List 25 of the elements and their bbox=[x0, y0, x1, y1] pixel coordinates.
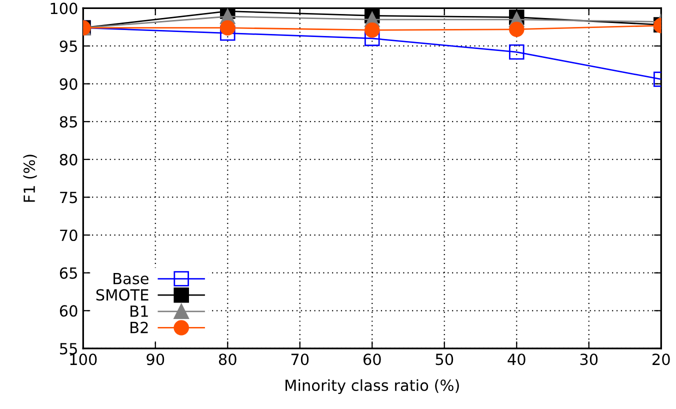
y-tick-label: 85 bbox=[60, 116, 77, 128]
x-axis-title: Minority class ratio (%) bbox=[286, 379, 459, 394]
y-tick-label: 75 bbox=[60, 192, 77, 204]
x-tick-label: 20 bbox=[652, 354, 670, 366]
y-tick-label: 100 bbox=[50, 2, 78, 14]
x-tick-label: 50 bbox=[436, 354, 454, 366]
y-tick-label: 55 bbox=[60, 343, 77, 354]
x-tick-label: 90 bbox=[146, 354, 164, 366]
y-tick-label: 90 bbox=[60, 78, 78, 90]
y-tick-label: 80 bbox=[60, 154, 78, 166]
legend-label: B1 bbox=[130, 306, 148, 317]
y-tick-label: 65 bbox=[60, 267, 77, 279]
x-tick-label: 40 bbox=[508, 354, 526, 366]
legend-label: B2 bbox=[130, 322, 148, 334]
x-tick-label: 70 bbox=[291, 354, 309, 366]
y-axis-title: F1 (%) bbox=[23, 154, 37, 202]
y-tick-label: 95 bbox=[60, 40, 77, 52]
legend-label: SMOTE bbox=[96, 289, 148, 301]
x-tick-label: 80 bbox=[218, 354, 236, 366]
y-tick-label: 70 bbox=[60, 230, 78, 242]
legend-label: Base bbox=[114, 272, 148, 284]
y-tick-label: 60 bbox=[60, 305, 78, 317]
x-tick-label: 30 bbox=[580, 354, 598, 366]
x-tick-label: 60 bbox=[363, 354, 381, 366]
x-tick-label: 100 bbox=[70, 354, 97, 366]
